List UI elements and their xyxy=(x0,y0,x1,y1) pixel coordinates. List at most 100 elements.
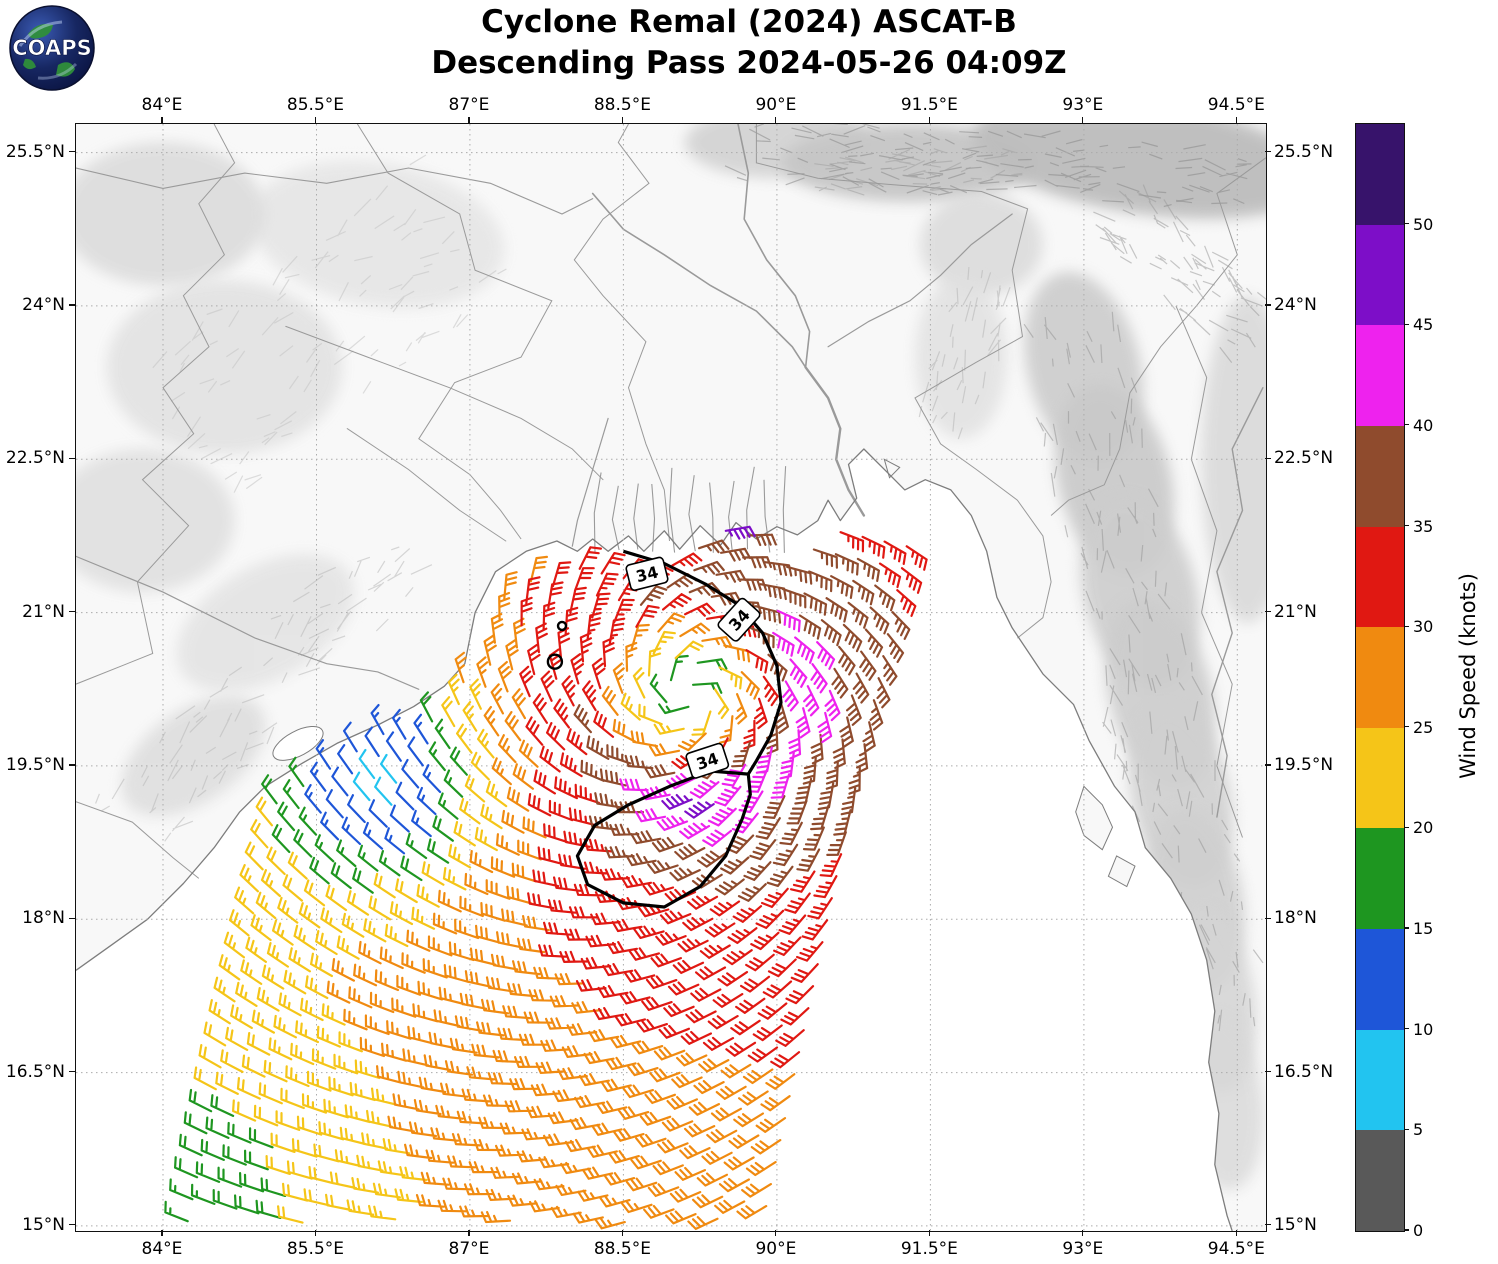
y-axis-tick-label-right: 22.5°N xyxy=(1274,448,1334,469)
colorbar-tick-label: 10 xyxy=(1413,1019,1434,1039)
colorbar xyxy=(1355,123,1405,1232)
wind-barb-group xyxy=(164,654,728,1223)
y-axis-tick-label-right: 25.5°N xyxy=(1274,141,1334,162)
x-axis-tick-label-top: 84°E xyxy=(141,95,183,115)
x-axis-tick-top xyxy=(621,117,623,123)
colorbar-tick xyxy=(1404,1229,1409,1231)
y-axis-tick-label-left: 22.5°N xyxy=(5,448,65,469)
coastline-layer xyxy=(76,448,1233,1231)
x-axis-tick-label-top: 85.5°E xyxy=(286,95,344,115)
y-axis-tick-left xyxy=(69,764,75,766)
y-axis-tick-label-left: 15°N xyxy=(22,1214,65,1235)
y-axis-tick-label-left: 16.5°N xyxy=(5,1061,65,1082)
y-axis-tick-left xyxy=(69,917,75,919)
colorbar-tick-label: 15 xyxy=(1413,919,1434,939)
x-axis-tick-top xyxy=(928,117,930,123)
colorbar-tick xyxy=(1404,1128,1409,1130)
svg-text:34: 34 xyxy=(634,562,660,586)
contour-label: 34 xyxy=(625,556,669,591)
x-axis-tick-label-bottom: 90°E xyxy=(755,1239,797,1259)
colorbar-tick xyxy=(1404,524,1409,527)
map-canvas: 34 34 34 xyxy=(76,124,1266,1231)
y-axis-tick-left xyxy=(69,610,75,613)
colorbar-tick xyxy=(1404,323,1409,325)
x-axis-tick-bottom xyxy=(468,1230,470,1236)
x-axis-tick-top xyxy=(314,117,317,123)
y-axis-tick-label-right: 15°N xyxy=(1274,1214,1317,1235)
y-axis-tick-label-right: 21°N xyxy=(1274,601,1317,622)
colorbar-tick xyxy=(1404,1028,1409,1030)
x-axis-tick-top xyxy=(468,117,470,123)
x-axis-tick-label-top: 91.5°E xyxy=(900,95,958,115)
colorbar-tick xyxy=(1404,223,1409,225)
terrain-shading-layer xyxy=(76,124,1266,1190)
colorbar-tick-label: 50 xyxy=(1413,214,1434,234)
x-axis-tick-label-top: 87°E xyxy=(448,95,490,115)
x-axis-tick-top xyxy=(1235,117,1237,123)
wind-barb-group xyxy=(661,525,756,819)
coaps-logo-globe: COAPS xyxy=(9,5,95,91)
y-axis-tick-left xyxy=(69,304,75,306)
y-axis-tick-label-right: 24°N xyxy=(1274,294,1317,315)
wind-barb-group xyxy=(326,555,796,1230)
colorbar-tick-label: 20 xyxy=(1413,818,1434,838)
x-axis-tick-label-top: 88.5°E xyxy=(593,95,651,115)
x-axis-tick-bottom xyxy=(1082,1230,1084,1236)
x-axis-tick-top xyxy=(161,117,163,123)
wind-barb-group xyxy=(193,630,743,1224)
y-axis-tick-right xyxy=(1265,151,1271,153)
colorbar-segment xyxy=(1356,1029,1404,1131)
cloud-swirl xyxy=(37,62,78,80)
x-axis-tick-label-bottom: 88.5°E xyxy=(593,1239,651,1259)
colorbar-segment xyxy=(1356,224,1404,326)
x-axis-tick-bottom xyxy=(161,1230,163,1236)
contour-label: 34 xyxy=(717,597,761,642)
x-axis-tick-label-bottom: 91.5°E xyxy=(900,1239,958,1259)
x-axis-tick-label-bottom: 94.5°E xyxy=(1207,1239,1265,1259)
figure-title: Cyclone Remal (2024) ASCAT-B Descending … xyxy=(0,2,1498,84)
x-axis-tick-label-bottom: 87°E xyxy=(448,1239,490,1259)
colorbar-segment xyxy=(1356,526,1404,628)
colorbar-tick xyxy=(1404,826,1409,829)
y-axis-tick-label-left: 21°N xyxy=(22,601,65,622)
colorbar-tick-label: 25 xyxy=(1413,717,1434,737)
y-axis-tick-right xyxy=(1265,610,1271,613)
rivers-layer xyxy=(76,124,1264,818)
y-axis-tick-right xyxy=(1265,1070,1271,1073)
y-axis-tick-left xyxy=(69,1070,75,1073)
y-axis-tick-right xyxy=(1265,457,1271,459)
x-axis-tick-label-top: 94.5°E xyxy=(1207,95,1265,115)
x-axis-tick-label-bottom: 84°E xyxy=(141,1239,183,1259)
cloud-swirl xyxy=(18,20,63,47)
coaps-logo-text: COAPS xyxy=(12,36,91,60)
y-axis-tick-label-right: 19.5°N xyxy=(1274,754,1334,775)
colorbar-segment xyxy=(1356,827,1404,930)
wind-barb-group xyxy=(619,609,841,847)
x-axis-tick-bottom xyxy=(928,1230,930,1236)
x-axis-tick-bottom xyxy=(314,1230,317,1236)
x-axis-tick-label-bottom: 85.5°E xyxy=(286,1239,344,1259)
y-axis-tick-right xyxy=(1265,764,1271,766)
map-plot-area: 34 34 34 xyxy=(75,123,1267,1232)
title-line-1: Cyclone Remal (2024) ASCAT-B xyxy=(481,4,1017,40)
coaps-logo: COAPS xyxy=(8,4,96,92)
x-axis-tick-label-bottom: 93°E xyxy=(1062,1239,1104,1259)
colorbar-tick-label: 30 xyxy=(1413,617,1434,637)
y-axis-tick-label-left: 24°N xyxy=(22,294,65,315)
wind-barbs-layer xyxy=(164,525,928,1230)
x-axis-tick-label-top: 90°E xyxy=(755,95,797,115)
x-axis-tick-bottom xyxy=(621,1230,623,1236)
y-axis-tick-left xyxy=(69,457,75,459)
y-axis-tick-label-right: 18°N xyxy=(1274,908,1317,929)
x-axis-tick-label-top: 93°E xyxy=(1062,95,1104,115)
colorbar-tick-label: 40 xyxy=(1413,415,1434,435)
title-line-2: Descending Pass 2024-05-26 04:09Z xyxy=(431,44,1067,81)
colorbar-segment xyxy=(1356,123,1404,225)
colorbar-segment xyxy=(1356,1129,1404,1231)
colorbar-tick xyxy=(1404,424,1409,426)
colorbar-segment xyxy=(1356,727,1404,829)
colorbar-tick xyxy=(1404,625,1409,627)
colorbar-tick-label: 5 xyxy=(1413,1120,1424,1140)
y-axis-tick-label-left: 25.5°N xyxy=(5,141,65,162)
